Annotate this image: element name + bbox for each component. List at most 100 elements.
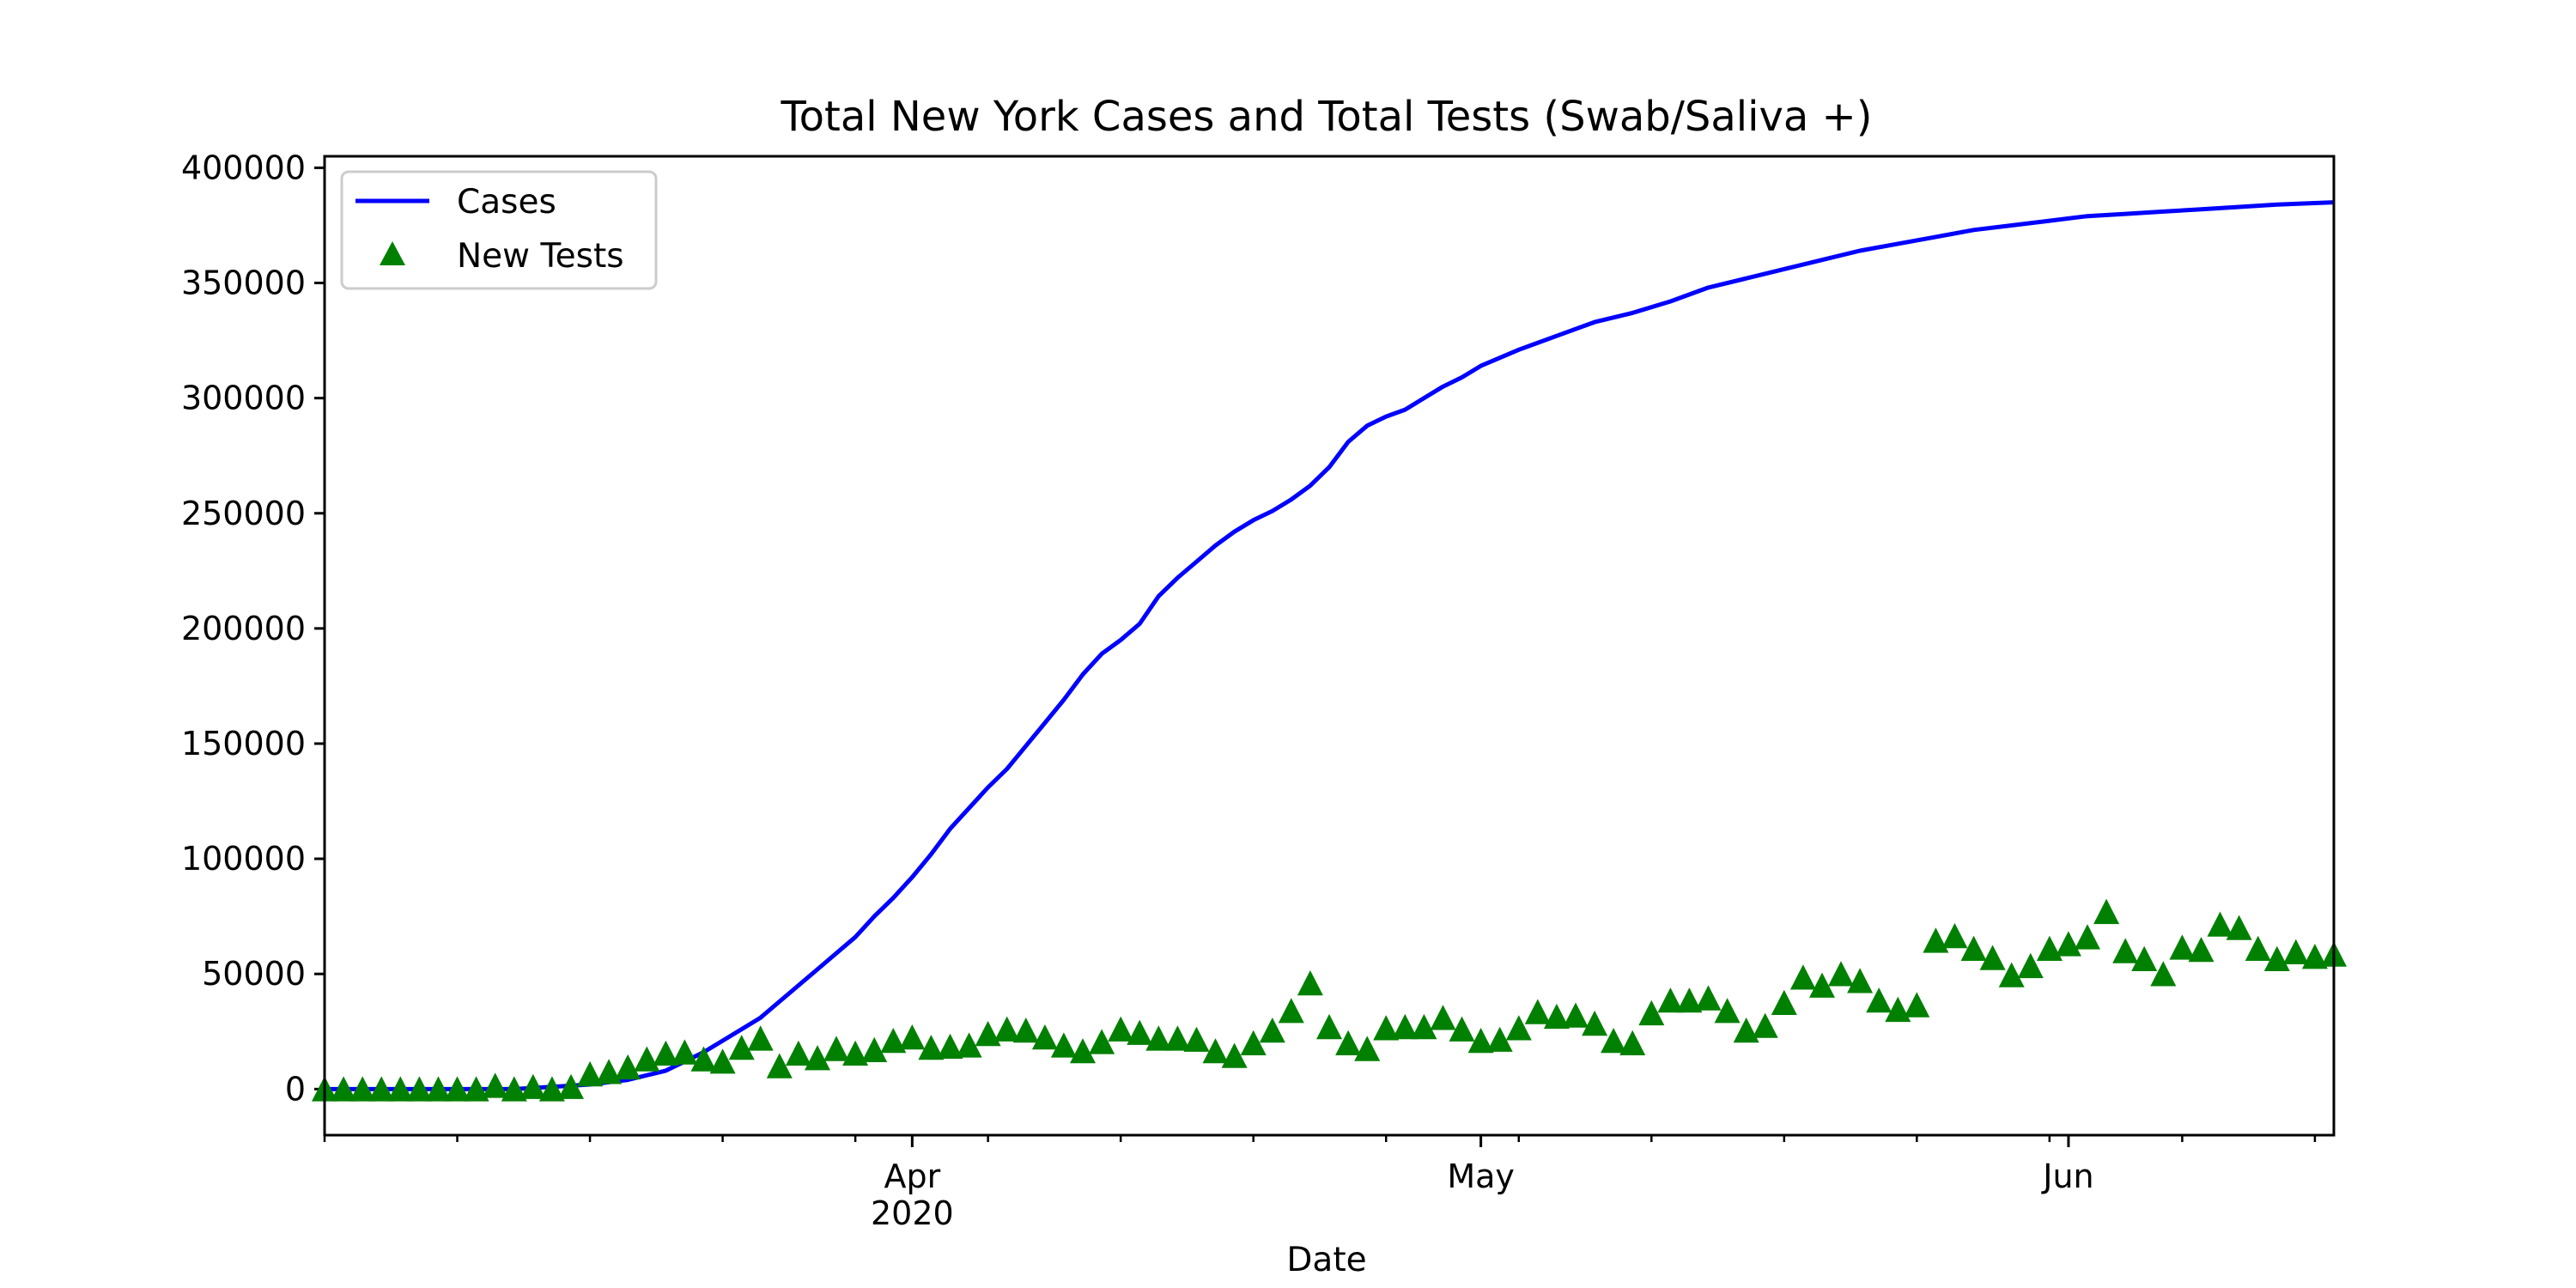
new-tests-point [1392, 1013, 1419, 1040]
new-tests-point [1316, 1013, 1342, 1040]
y-tick-label: 100000 [181, 840, 306, 878]
x-tick-label: May [1447, 1157, 1515, 1195]
new-tests-point [975, 1021, 1001, 1047]
new-tests-point [1771, 989, 1797, 1015]
new-tests-point [1714, 998, 1741, 1024]
new-tests-point [482, 1072, 508, 1098]
new-tests-point [2245, 935, 2271, 961]
new-tests-point [2169, 934, 2196, 960]
y-tick-label: 250000 [181, 495, 306, 532]
new-tests-point [519, 1073, 546, 1099]
new-tests-point [406, 1076, 433, 1102]
new-tests-point [2055, 931, 2081, 957]
new-tests-point [2226, 914, 2252, 940]
new-tests-point [349, 1076, 376, 1102]
plot-area [325, 156, 2334, 1135]
new-tests-point [1164, 1025, 1191, 1051]
new-tests-point [1543, 1003, 1570, 1030]
new-tests-point [1601, 1028, 1627, 1054]
y-tick-label: 0 [285, 1070, 306, 1108]
new-tests-point [1998, 962, 2025, 987]
new-tests-point [1108, 1016, 1134, 1042]
x-tick-label: Apr [884, 1157, 940, 1195]
y-tick-label: 200000 [181, 610, 306, 647]
new-tests-point [1619, 1030, 1646, 1055]
new-tests-point [918, 1035, 945, 1060]
new-tests-point [1012, 1018, 1039, 1043]
new-tests-point [805, 1045, 830, 1071]
new-tests-point [615, 1054, 641, 1080]
new-tests-point [1505, 1015, 1532, 1041]
new-tests-point [899, 1024, 926, 1050]
new-tests-point [1240, 1030, 1267, 1055]
new-tests-point [690, 1046, 717, 1072]
new-tests-point [1828, 961, 1854, 987]
plot-frame [323, 155, 2336, 1137]
new-tests-point [1847, 968, 1874, 993]
new-tests-point [1449, 1016, 1475, 1042]
new-tests-point [1259, 1018, 1285, 1043]
y-axis: 0 50000 100000 150000 200000 250000 300000 3500… [181, 149, 325, 1108]
new-tests-point [766, 1053, 793, 1078]
new-tests-point [993, 1016, 1020, 1042]
y-tick-label: 150000 [181, 725, 306, 762]
new-tests-point [2112, 938, 2139, 963]
new-tests-point [1089, 1029, 1115, 1054]
new-tests-point [1145, 1025, 1172, 1051]
new-tests-point [2150, 961, 2177, 987]
new-tests-point [2017, 952, 2044, 979]
new-tests-point [2207, 911, 2233, 937]
new-tests-point [1354, 1036, 1381, 1061]
new-tests-point [1430, 1005, 1456, 1030]
new-tests-point [1373, 1015, 1400, 1041]
legend-cases-label: Cases [457, 183, 556, 222]
new-tests-point [1809, 972, 1835, 998]
new-tests-point [747, 1025, 774, 1051]
new-tests-point [1335, 1030, 1362, 1055]
new-tests-point [1941, 923, 1968, 949]
new-tests-point [1070, 1038, 1096, 1064]
chart-title: Total New York Cases and Total Tests (Sw… [781, 93, 1873, 141]
new-tests-point [1031, 1024, 1058, 1050]
new-tests-point [785, 1040, 811, 1066]
new-tests-point [1183, 1026, 1210, 1052]
new-tests-point [1638, 999, 1665, 1026]
new-tests-point [1752, 1012, 1778, 1038]
new-tests-point [2131, 945, 2158, 971]
new-tests-point [425, 1076, 452, 1102]
new-tests-point [709, 1048, 736, 1074]
new-tests-point [596, 1059, 623, 1084]
new-tests-point [387, 1076, 414, 1102]
new-tests-point [823, 1036, 849, 1061]
new-tests-point [1297, 970, 1323, 996]
legend: Cases New Tests [340, 170, 658, 290]
new-tests-point [2282, 939, 2309, 964]
y-tick-label: 350000 [181, 264, 306, 302]
series-new-tests [312, 898, 2347, 1102]
new-tests-point [2188, 937, 2215, 963]
new-tests-point [1563, 1002, 1589, 1028]
new-tests-point [2093, 898, 2120, 925]
new-tests-point [1127, 1019, 1153, 1045]
x-axis-label: Date [1286, 1241, 1366, 1279]
new-tests-point [861, 1036, 888, 1062]
new-tests-point [538, 1076, 565, 1102]
cases-line [325, 200, 2335, 1091]
new-tests-point [1657, 987, 1684, 1013]
new-tests-point [1582, 1010, 1608, 1036]
new-tests-point [1979, 945, 2006, 970]
new-tests-point [444, 1076, 471, 1102]
new-tests-point [463, 1076, 489, 1102]
new-tests-point [558, 1073, 584, 1099]
new-tests-point [1411, 1013, 1437, 1040]
new-tests-point [842, 1040, 869, 1066]
new-tests-point [1221, 1042, 1248, 1068]
y-tick-label: 50000 [202, 955, 306, 993]
new-tests-point [1278, 998, 1304, 1024]
new-tests-point [1050, 1032, 1077, 1058]
new-tests-point [1695, 985, 1722, 1011]
new-tests-point [1923, 927, 1949, 953]
new-tests-point [671, 1039, 698, 1065]
new-tests-point [501, 1076, 527, 1102]
